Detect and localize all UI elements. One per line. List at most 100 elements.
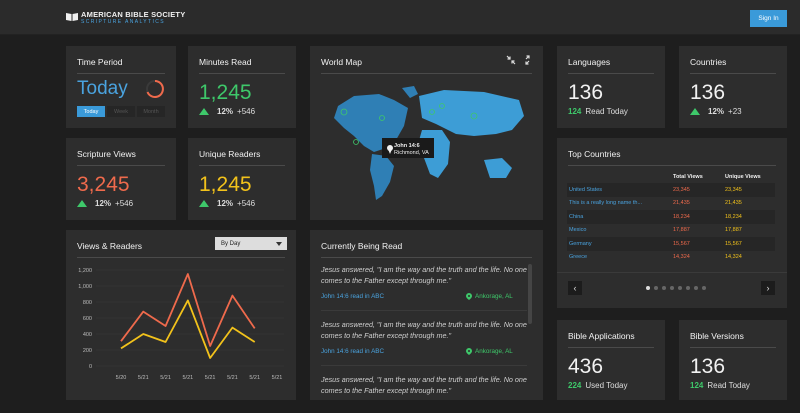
divider: [199, 73, 285, 74]
pagination-dot[interactable]: [662, 286, 666, 290]
time-period-current: Today: [77, 78, 128, 99]
countries-card: Countries 136 12% +23: [679, 46, 787, 128]
total-views: 18,234: [671, 210, 723, 224]
table-row[interactable]: Mexico 17,887 17,887: [567, 224, 775, 238]
apps-today-label: Used Today: [585, 381, 628, 390]
delta-value: +546: [237, 107, 256, 116]
reading-scrollbar[interactable]: [528, 264, 532, 324]
total-views: 14,324: [673, 254, 690, 261]
chevron-right-icon[interactable]: ›: [761, 281, 775, 295]
location-pin-icon: [466, 348, 472, 355]
card-title: Minutes Read: [199, 57, 252, 67]
divider: [321, 365, 527, 366]
divider: [568, 347, 654, 348]
country-name: This is a really long name th...: [569, 200, 643, 207]
reading-quote: Jesus answered, "I am the way and the tr…: [321, 320, 527, 340]
column-header: [567, 174, 671, 183]
x-tick-label: 5/21: [160, 375, 171, 381]
sign-in-button[interactable]: Sign In: [750, 10, 787, 27]
delta-percent: 12%: [217, 199, 234, 208]
tab-today[interactable]: Today: [77, 106, 105, 117]
tab-month[interactable]: Month: [137, 106, 165, 117]
table-row[interactable]: This is a really long name th... 21,435 …: [567, 197, 775, 211]
views-series-line: [120, 273, 256, 347]
bible-applications-today: 224 Used Today: [568, 381, 627, 390]
reading-quote: Jesus answered, "I am the way and the tr…: [321, 375, 527, 395]
pagination-dot[interactable]: [678, 286, 682, 290]
collapse-icon[interactable]: [506, 55, 516, 65]
country-name: China: [567, 210, 671, 224]
x-tick-label: 5/21: [205, 375, 216, 381]
delta-percent: 12%: [708, 107, 725, 116]
scripture-views-card: Scripture Views 3,245 12% +546: [66, 138, 176, 220]
languages-value: 136: [568, 81, 604, 104]
map-popup: [382, 138, 434, 158]
pagination-dot[interactable]: [654, 286, 658, 290]
delta-percent: 12%: [217, 107, 234, 116]
card-title: Scripture Views: [77, 149, 136, 159]
scripture-views-delta: 12% +546: [77, 199, 133, 208]
reading-ref[interactable]: John 14:6 read in ABC: [321, 348, 385, 355]
versions-today-label: Read Today: [707, 381, 750, 390]
languages-today-label: Read Today: [585, 107, 628, 116]
currently-reading-card: Currently Being Read Jesus answered, "I …: [310, 230, 543, 400]
y-tick-label: 1,000: [78, 284, 92, 290]
table-row[interactable]: United States 23,345 23,345: [567, 183, 775, 197]
divider: [690, 73, 776, 74]
pagination-dots: [646, 286, 710, 290]
card-title: Countries: [690, 57, 727, 67]
unique-views: 14,324: [725, 254, 742, 261]
expand-icon[interactable]: [525, 55, 530, 65]
languages-today-count: 124: [568, 107, 582, 116]
brand-title: AMERICAN BIBLE SOCIETY: [81, 10, 186, 19]
caret-down-icon: [276, 242, 282, 246]
brand-subtitle: SCRIPTURE ANALYTICS: [81, 19, 166, 25]
total-views: 21,435: [673, 200, 690, 207]
delta-value: +546: [115, 199, 134, 208]
table-row[interactable]: Greece 14,324 14,324: [567, 251, 775, 265]
languages-card: Languages 136 124 Read Today: [557, 46, 665, 128]
top-countries-card: Top Countries Total Views Unique Views U…: [557, 138, 787, 308]
top-countries-table: Total Views Unique Views United States 2…: [567, 174, 775, 264]
time-period-tabs: Today Week Month: [77, 106, 167, 117]
divider: [321, 73, 532, 74]
table-row[interactable]: China 18,234 18,234: [567, 210, 775, 224]
card-title: Views & Readers: [77, 241, 143, 251]
y-tick-label: 1,200: [78, 268, 92, 274]
pagination-dot[interactable]: [694, 286, 698, 290]
trend-up-icon: [199, 200, 209, 207]
divider: [690, 347, 776, 348]
reading-ref[interactable]: John 14:6 read in ABC: [321, 293, 385, 300]
card-title: World Map: [321, 57, 362, 67]
x-tick-label: 5/21: [138, 375, 149, 381]
pagination-dot[interactable]: [670, 286, 674, 290]
pagination-dot[interactable]: [686, 286, 690, 290]
divider: [199, 165, 285, 166]
unique-views: 15,567: [723, 237, 775, 251]
chevron-left-icon[interactable]: ‹: [568, 281, 582, 295]
tab-week[interactable]: Week: [107, 106, 135, 117]
period-select[interactable]: By Day: [215, 237, 287, 250]
divider: [77, 165, 165, 166]
x-tick-label: 5/21: [227, 375, 238, 381]
minutes-read-delta: 12% +546: [199, 107, 255, 116]
card-title: Languages: [568, 57, 611, 67]
world-map-card: World Map: [310, 46, 543, 220]
x-tick-label: 5/21: [249, 375, 260, 381]
minutes-read-value: 1,245: [199, 81, 252, 104]
languages-today: 124 Read Today: [568, 107, 628, 116]
brand-logo[interactable]: AMERICAN BIBLE SOCIETY SCRIPTURE ANALYTI…: [66, 11, 185, 26]
reading-location-label: Ankorage, AL: [475, 348, 513, 355]
bible-logo-icon: [66, 13, 78, 21]
reading-quote: Jesus answered, "I am the way and the tr…: [321, 265, 527, 285]
world-map[interactable]: [324, 78, 530, 208]
table-row[interactable]: Germany 15,567 15,567: [567, 237, 775, 251]
country-name: Mexico: [569, 227, 587, 234]
table-header-row: Total Views Unique Views: [567, 174, 775, 183]
pagination-dot[interactable]: [646, 286, 650, 290]
y-tick-label: 400: [83, 332, 92, 338]
column-header: Total Views: [673, 174, 703, 180]
pagination-dot[interactable]: [702, 286, 706, 290]
bible-versions-value: 136: [690, 355, 726, 378]
total-views: 15,567: [671, 237, 723, 251]
